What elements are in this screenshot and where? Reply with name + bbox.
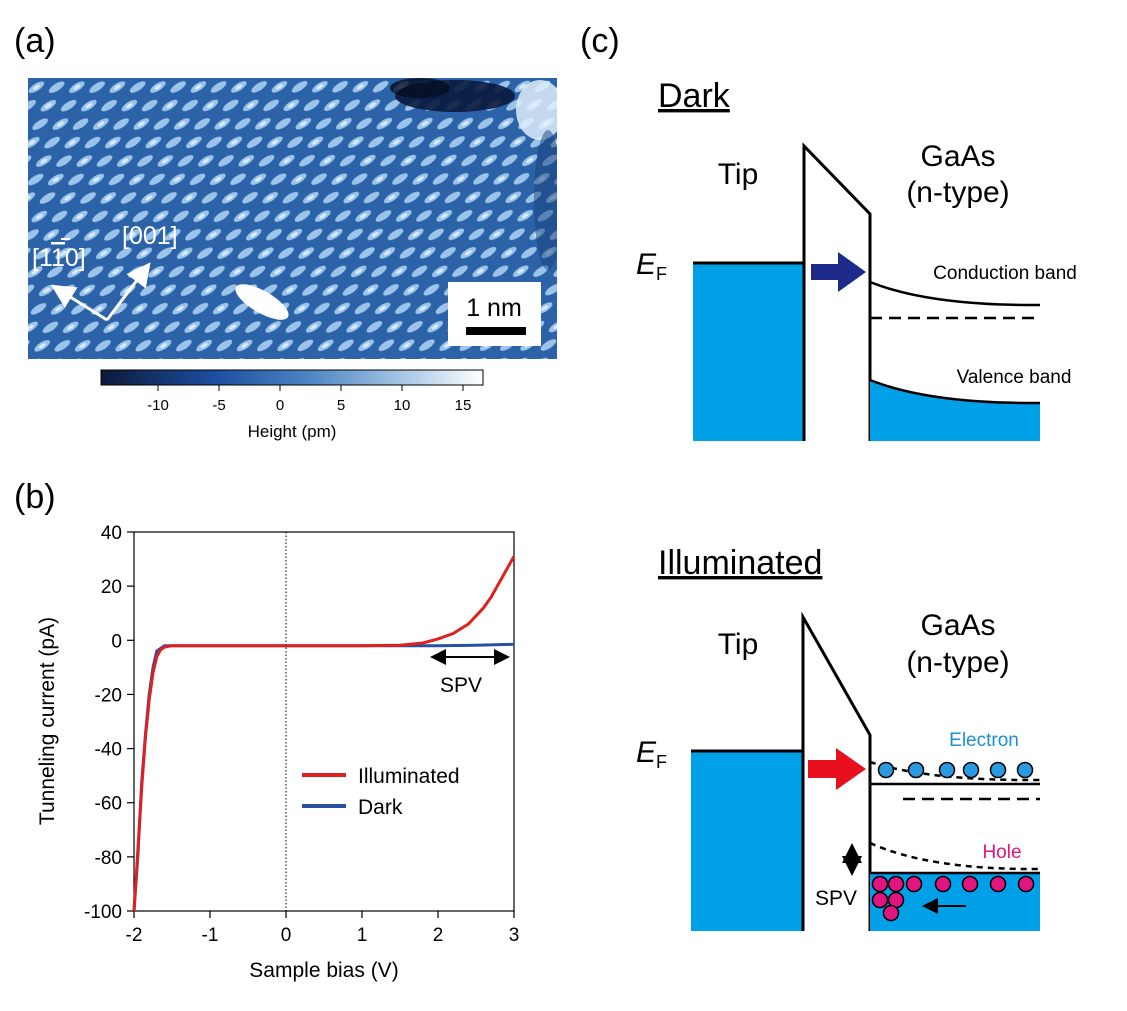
spv-label: SPV [440,674,482,697]
y-tick-label: -80 [95,848,122,869]
dark-valence-fill [870,380,1040,441]
dark-valence-band [869,378,1041,405]
electron [907,761,925,779]
illuminated-tip-fill [691,751,803,931]
y-tick-label: -60 [95,794,122,815]
colorbar-tick-label: 0 [276,397,284,414]
y-tick-label: 40 [101,523,122,544]
illuminated-hole-quasi-fermi [869,841,1041,871]
x-tick-label: 0 [281,925,292,946]
x-tick-label: -2 [126,925,143,946]
illuminated-ef-label: EF [636,736,667,772]
plot-frame [133,531,515,912]
conduction-band-label: Conduction band [933,263,1077,284]
hole [887,875,905,893]
illuminated-tip-label: Tip [718,628,759,661]
dark-conduction-band [869,280,1041,307]
illuminated-tunnel-arrow [808,748,866,790]
electron-label: Electron [949,730,1019,751]
series-line-illuminated [132,555,516,912]
y-tick-label: 20 [101,577,122,598]
colorbar-tick-label: 10 [394,397,411,414]
direction-label-110: [110] [32,244,86,272]
hole [989,875,1007,893]
direction-arrows: [110] [001] [32,222,178,322]
dark-gaas-label: GaAs [920,140,995,173]
x-tick-label: 2 [433,925,444,946]
iv-chart: -2 -1 0 1 2 3 40 20 0 -20 -40 -60 -80 -100 Sample bia… [36,523,519,982]
dark-band-diagram: Dark Tip GaAs (n-type) EF Conduction ban… [636,77,1077,441]
electron [989,761,1007,779]
y-tick-label: 0 [111,631,122,652]
hole [871,875,889,893]
illuminated-spv-label: SPV [815,887,857,910]
illuminated-ntype-label: (n-type) [906,646,1009,679]
illuminated-band-diagram: Illuminated Tip GaAs (n-type) EF [636,544,1041,931]
dark-tip-fill [693,263,804,441]
dark-barrier [802,142,872,441]
panel-label-b: (b) [14,478,56,516]
dark-title: Dark [658,77,731,115]
dark-tip-label: Tip [718,158,759,191]
x-tick-label: -1 [202,925,219,946]
panel-label-a: (a) [14,22,56,60]
electrons [877,761,1034,779]
legend-label-illuminated: Illuminated [358,765,460,788]
y-tick-label: -100 [84,902,122,923]
hole [1017,875,1035,893]
hole [961,875,979,893]
hole [934,875,952,893]
scale-bar-label: 1 nm [466,294,522,322]
hole-label: Hole [982,842,1021,863]
bright-defect [235,284,289,320]
valence-band-label: Valence band [957,367,1072,388]
x-tick-label: 1 [357,925,368,946]
colorbar-label: Height (pm) [248,422,337,441]
x-axis-label: Sample bias (V) [249,959,398,982]
electron [877,761,895,779]
electron [938,761,956,779]
holes [871,875,1035,922]
colorbar-tick-label: -5 [212,397,225,414]
electron [1016,761,1034,779]
legend-label-dark: Dark [358,796,403,819]
scale-bar: 1 nm [448,282,541,346]
direction-label-001: [001] [122,222,178,250]
stm-image [28,78,557,359]
panel-label-c: (c) [580,22,620,60]
illuminated-gaas-label: GaAs [920,609,995,642]
electron [962,761,980,779]
y-axis-label: Tunneling current (pA) [36,617,59,825]
colorbar-tick-label: 5 [337,397,345,414]
legend: Illuminated Dark [302,765,460,819]
hole [871,891,889,909]
dark-tunnel-arrow [811,252,866,292]
hole [905,875,923,893]
colorbar-tick-label: -10 [147,397,169,414]
y-tick-label: -20 [95,685,122,706]
y-tick-label: -40 [95,740,122,761]
colorbar: -10 -5 0 5 10 15 Height (pm) [100,369,484,441]
hole [882,904,900,922]
illuminated-barrier [801,611,872,931]
x-tick-label: 3 [509,925,520,946]
dark-ntype-label: (n-type) [906,176,1009,209]
illuminated-title: Illuminated [658,544,822,582]
dark-ef-label: EF [636,248,667,284]
colorbar-tick-label: 15 [455,397,472,414]
